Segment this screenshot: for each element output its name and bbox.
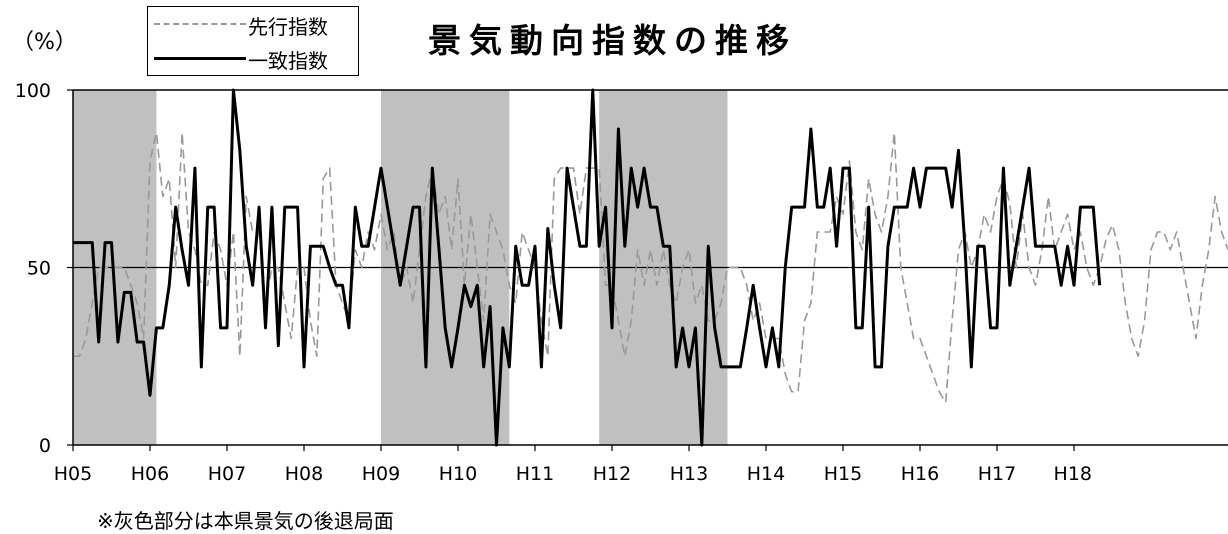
x-tick-label-H15: H15 (824, 463, 862, 485)
y-tick-label-50: 50 (27, 258, 51, 280)
chart-title: 景気動向指数の推移 (428, 21, 797, 60)
axes (67, 89, 1228, 451)
x-tick-label-H10: H10 (439, 463, 477, 485)
x-tick-label-H11: H11 (516, 463, 554, 485)
x-tick-label-H13: H13 (670, 463, 708, 485)
x-tick-label-H07: H07 (208, 463, 246, 485)
y-axis-unit-label: （%） (12, 30, 77, 55)
x-tick-label-H12: H12 (593, 463, 631, 485)
x-tick-label-H06: H06 (131, 463, 169, 485)
series-line-coincident (73, 88, 1102, 447)
legend-label-coincident: 一致指数 (248, 49, 328, 73)
series-lines (73, 88, 1228, 447)
legend-item-leading: 先行指数 (148, 9, 358, 39)
x-tick-label-H14: H14 (747, 463, 785, 485)
legend-swatch-leading (154, 23, 246, 25)
x-tick-label-H17: H17 (978, 463, 1016, 485)
x-tick-label-H09: H09 (362, 463, 400, 485)
y-tick-label-100: 100 (15, 80, 51, 102)
x-tick-label-H16: H16 (901, 463, 939, 485)
x-tick-label-H05: H05 (54, 463, 92, 485)
x-tick-label-H18: H18 (1054, 463, 1092, 485)
y-tick-label-0: 0 (39, 435, 51, 457)
x-tick-label-H08: H08 (285, 463, 323, 485)
recession-note: ※灰色部分は本県景気の後退局面 (97, 509, 394, 533)
tick-labels: 0 50 100 H05 H06 H07 H08 H09 H10 H11 H12 H13 H14 H15 H… (15, 80, 1092, 485)
legend-item-coincident: 一致指数 (148, 43, 358, 73)
legend-swatch-coincident (154, 57, 246, 60)
legend-label-leading: 先行指数 (248, 15, 328, 39)
legend: 先行指数 一致指数 (147, 6, 359, 76)
